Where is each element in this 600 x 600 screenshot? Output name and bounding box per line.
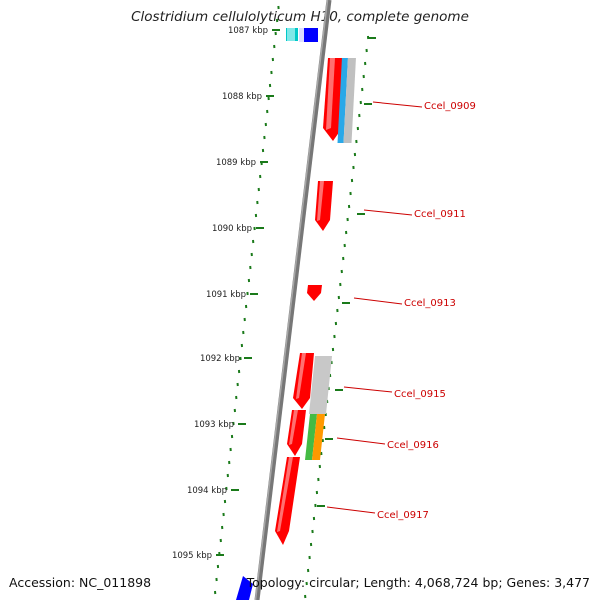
accession-text: Accession: NC_011898 [9,575,152,590]
gene-ccel-0911[interactable] [315,181,333,231]
scale-label: 1093 kbp [194,420,234,430]
scale-label: 1095 kbp [172,551,212,561]
leader-line [326,506,376,514]
gene-label[interactable]: Ccel_0917 [377,510,429,521]
gene-ccel-0916[interactable] [287,410,306,456]
cog-bar-orange [312,414,325,460]
leader-line [353,297,403,305]
scale-label: 1094 kbp [187,486,227,496]
gene-ccel-0917-shine [277,457,293,532]
scale-label: 1091 kbp [206,290,246,300]
gene-ccel-0911-shine [317,181,324,221]
scale-label: 1092 kbp [200,354,240,364]
cog-bar-grey-0915 [309,356,332,414]
gene-ccel-0916-shine [289,410,298,445]
leader-line [343,386,393,393]
outer-tick-track [304,35,376,599]
feature-top-gap [299,28,304,42]
genome-backbone [254,0,332,600]
rna-feature-bottom[interactable] [236,576,253,600]
leader-line [363,209,413,216]
scale-label: 1090 kbp [212,224,252,234]
genome-summary-text: Topology: circular; Length: 4,068,724 bp… [246,575,590,590]
scale-label: 1087 kbp [228,26,268,36]
leader-line [336,437,386,445]
cog-bar-grey [343,58,356,143]
gene-ccel-0913[interactable] [307,285,322,301]
cog-bar-blue [337,58,348,143]
scale-ticks [216,29,280,556]
gene-features [236,58,356,600]
gene-label[interactable]: Ccel_0916 [387,440,439,451]
gene-label[interactable]: Ccel_0911 [414,209,466,220]
cds-feature-top-cyan-highlight [287,28,295,41]
gene-ccel-0909-shine [326,58,335,130]
gene-label[interactable]: Ccel_0913 [404,298,456,309]
scale-label: 1089 kbp [216,158,256,168]
map-title: Clostridium cellulolyticum H10, complete… [131,9,469,25]
genome-backbone-highlight [254,0,329,600]
gene-labels: Ccel_0909 Ccel_0911 Ccel_0913 Ccel_0915 Ccel… [377,101,476,521]
scale-labels: 1087 kbp 1088 kbp 1089 kbp 1090 kbp 1091 kbp… [172,26,268,561]
scale-label: 1088 kbp [222,92,262,102]
gene-ccel-0915-shine [296,353,306,399]
gene-label[interactable]: Ccel_0915 [394,389,446,400]
feature-group-top [286,28,318,42]
rna-feature-top[interactable] [304,28,318,42]
cog-bar-green [305,414,317,460]
leader-line [372,101,423,108]
gene-label[interactable]: Ccel_0909 [424,101,476,112]
label-leader-lines [326,101,423,514]
